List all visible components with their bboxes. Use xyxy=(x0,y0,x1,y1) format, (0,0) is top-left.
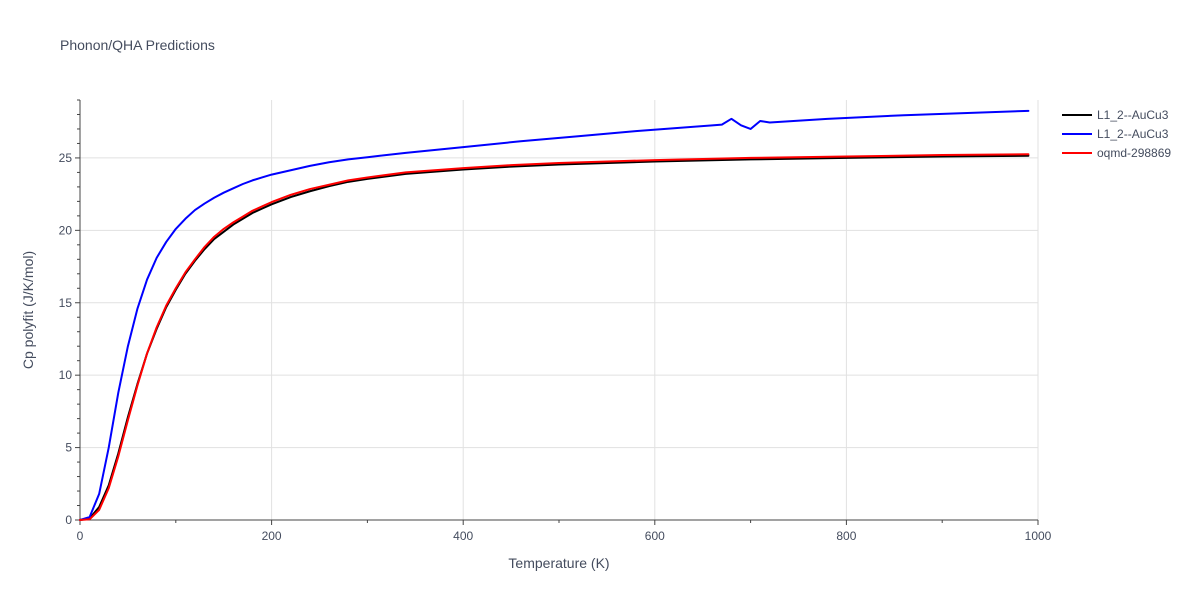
x-axis-label: Temperature (K) xyxy=(508,555,609,571)
axes: 0 200 400 600 800 1000 0 5 10 15 20 25 xyxy=(59,99,1052,543)
chart-title: Phonon/QHA Predictions xyxy=(60,37,215,53)
series-line-2 xyxy=(79,153,1030,521)
y-tick-label: 15 xyxy=(59,296,73,310)
series-line-0 xyxy=(79,154,1030,521)
x-tick-label: 600 xyxy=(645,529,665,543)
x-tick-label: 200 xyxy=(262,529,282,543)
y-tick-label: 25 xyxy=(59,151,73,165)
x-tick-label: 1000 xyxy=(1025,529,1052,543)
y-tick-label: 10 xyxy=(59,368,73,382)
legend-label: L1_2--AuCu3 xyxy=(1097,108,1169,122)
x-tick-label: 400 xyxy=(453,529,473,543)
y-tick-label: 20 xyxy=(59,223,73,237)
x-tick-label: 800 xyxy=(836,529,856,543)
y-tick-label: 5 xyxy=(65,441,72,455)
series-layer xyxy=(79,109,1030,521)
x-tick-label: 0 xyxy=(77,529,84,543)
y-tick-label: 0 xyxy=(65,513,72,527)
series-line-1 xyxy=(79,109,1030,521)
legend-label: oqmd-298869 xyxy=(1097,146,1171,160)
legend: L1_2--AuCu3 L1_2--AuCu3 oqmd-298869 xyxy=(1062,108,1171,160)
legend-label: L1_2--AuCu3 xyxy=(1097,127,1169,141)
y-axis-label: Cp polyfit (J/K/mol) xyxy=(20,251,36,369)
